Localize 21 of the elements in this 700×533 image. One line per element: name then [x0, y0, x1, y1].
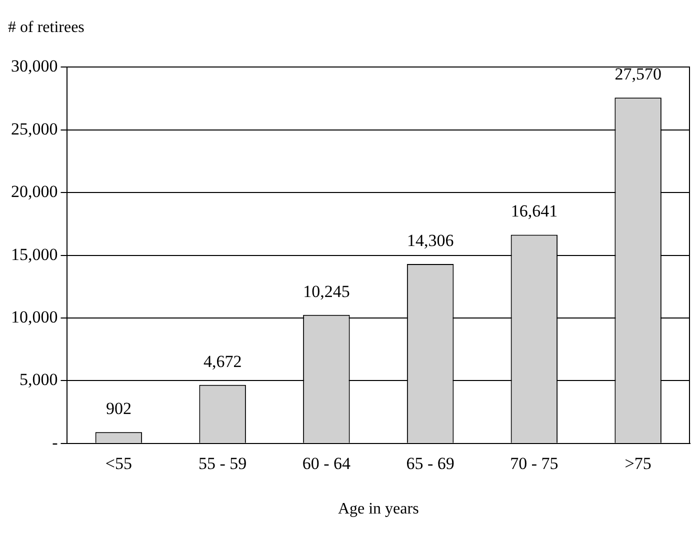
- y-tick-label: -: [52, 432, 58, 452]
- data-label: 14,306: [406, 230, 454, 250]
- y-tick-label: 30,000: [11, 56, 58, 76]
- data-label: 16,641: [510, 202, 558, 221]
- x-tick-label: 60 - 64: [302, 454, 352, 474]
- y-tick-label: 25,000: [11, 119, 58, 138]
- data-label: 10,245: [303, 282, 350, 301]
- y-axis-title: # of retirees: [8, 18, 84, 36]
- x-tick-label: 55 - 59: [198, 454, 247, 474]
- x-axis-title: Age in years: [338, 500, 419, 518]
- data-label: 902: [106, 399, 132, 418]
- y-tick-label: 15,000: [11, 244, 58, 264]
- y-tick-label: 20,000: [11, 182, 58, 202]
- x-tick-label: >75: [624, 454, 652, 474]
- y-tick-label: 10,000: [11, 307, 58, 326]
- data-label: 4,672: [203, 352, 242, 371]
- x-tick-label: 65 - 69: [406, 454, 454, 474]
- x-tick-label: <55: [105, 454, 132, 474]
- y-tick-label: 5,000: [20, 370, 58, 390]
- data-label: 27,570: [614, 64, 662, 84]
- x-tick-label: 70 - 75: [510, 454, 558, 474]
